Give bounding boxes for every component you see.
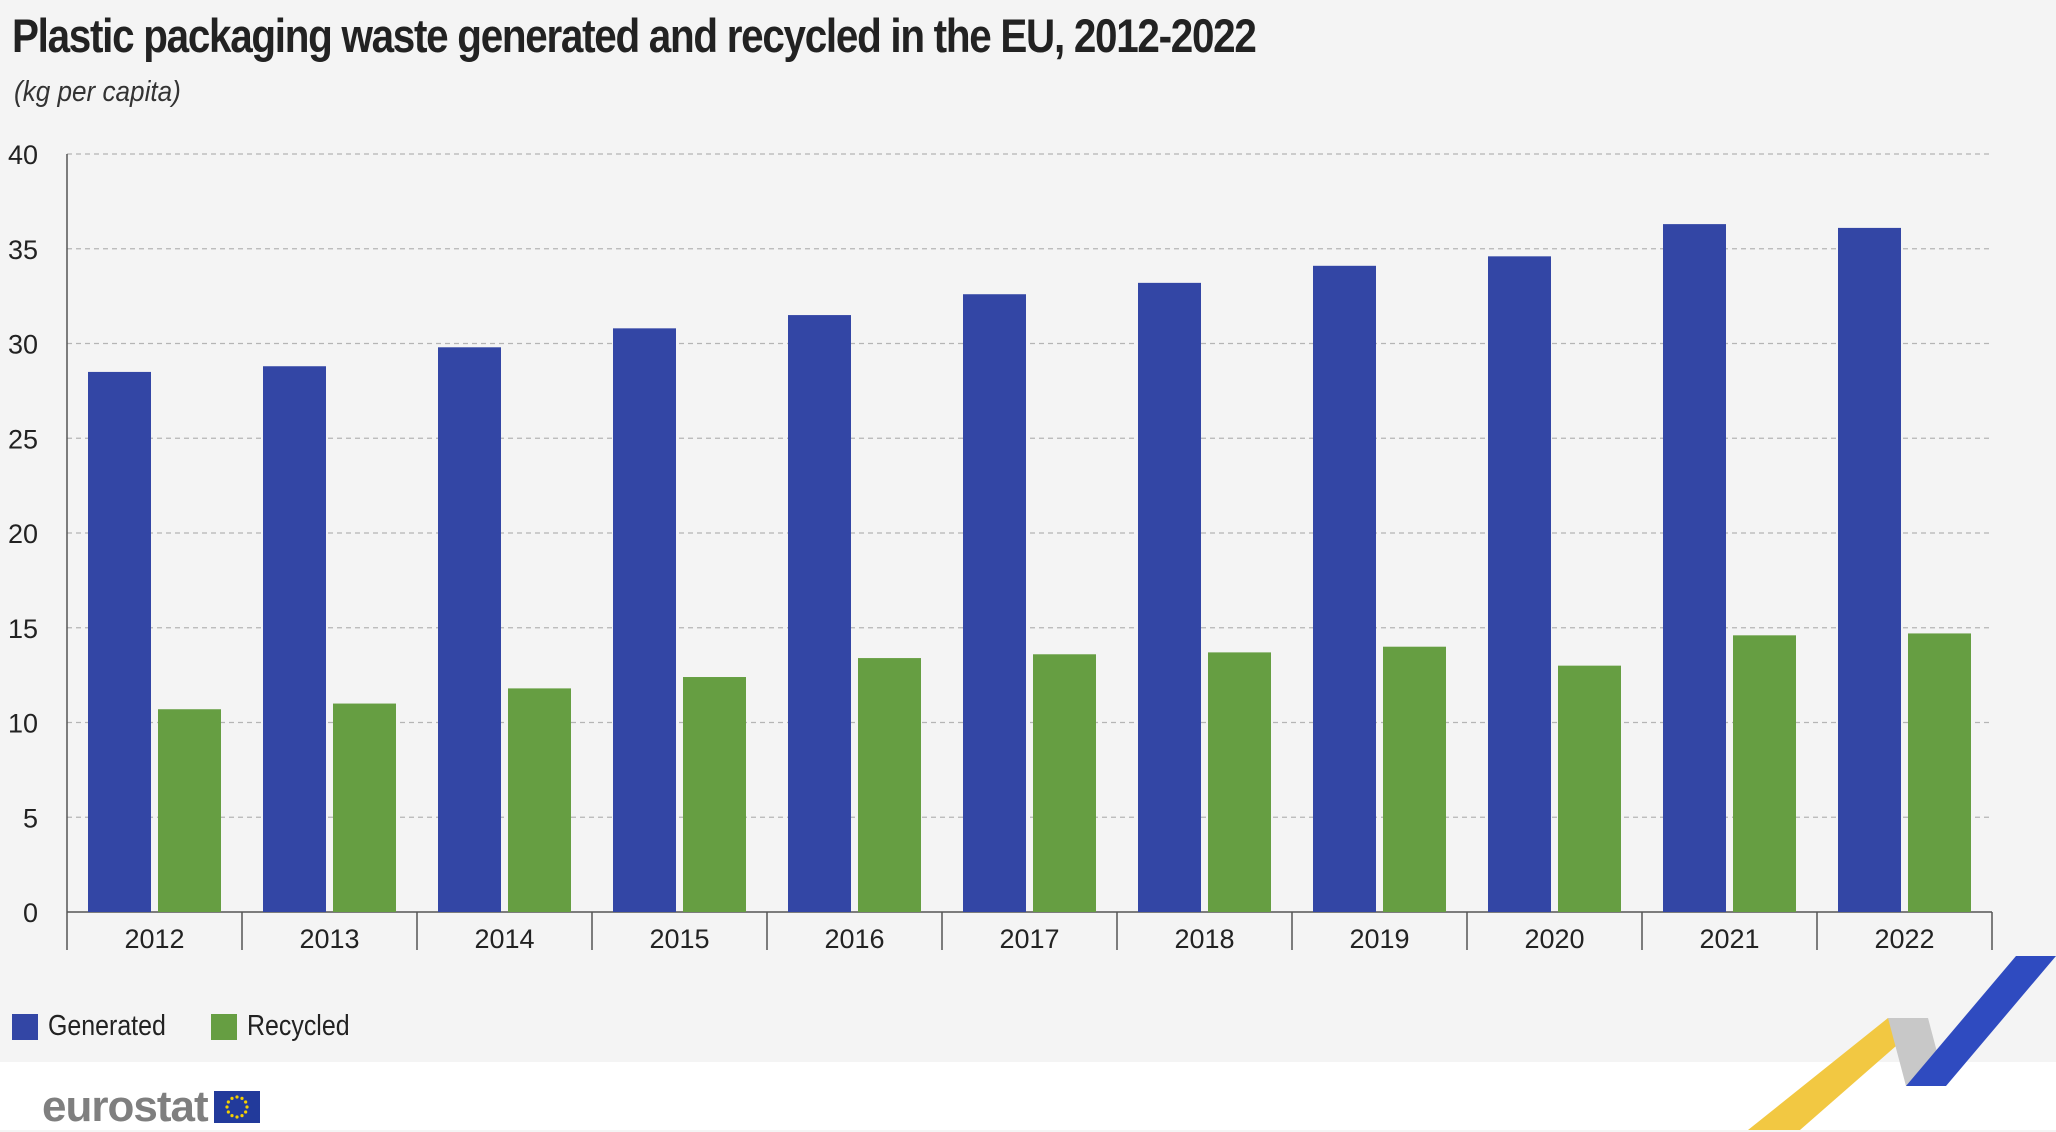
chart-subtitle: (kg per capita): [14, 76, 181, 108]
y-tick-label: 40: [8, 140, 38, 170]
eu-star-icon: [229, 1096, 234, 1100]
eu-star-icon: [244, 1105, 249, 1109]
bar-recycled-2022: [1908, 633, 1971, 912]
legend-swatch-generated: [12, 1013, 38, 1040]
x-tick-label: 2015: [649, 924, 709, 954]
bar-generated-2020: [1488, 256, 1551, 913]
eu-star-icon: [243, 1110, 247, 1114]
bar-generated-2013: [263, 366, 326, 912]
eu-star-icon: [239, 1114, 244, 1118]
bar-recycled-2019: [1383, 646, 1446, 912]
y-tick-label: 5: [23, 803, 38, 833]
eu-star-icon: [234, 1095, 239, 1099]
x-tick-label: 2020: [1524, 924, 1584, 954]
legend-label-generated: Generated: [48, 1010, 166, 1042]
bar-generated-2019: [1313, 265, 1376, 912]
x-tick-label: 2012: [124, 924, 184, 954]
bar-chart: 0 5 10 15 20 25 30 35 40 2012 2013 2014 2015 2016 2017…: [8, 140, 1993, 954]
y-tick-label: 35: [8, 235, 38, 265]
bar-recycled-2017: [1033, 654, 1096, 912]
legend-item-generated: Generated: [12, 1010, 185, 1043]
footer-bar: [0, 1062, 2056, 1130]
eu-star-icon: [239, 1096, 244, 1100]
legend-item-recycled: Recycled: [211, 1010, 366, 1043]
legend-label-recycled: Recycled: [247, 1010, 350, 1042]
eu-star-icon: [226, 1110, 230, 1114]
bar-recycled-2020: [1558, 665, 1621, 912]
bar-generated-2012: [88, 371, 151, 912]
x-tick-label: 2013: [299, 924, 359, 954]
bar-generated-2021: [1663, 224, 1726, 913]
eu-star-icon: [226, 1100, 230, 1104]
bar-recycled-2015: [683, 677, 746, 912]
eu-star-icon: [243, 1100, 247, 1104]
eu-star-icon: [234, 1115, 239, 1119]
bar-recycled-2013: [333, 703, 396, 912]
bar-generated-2018: [1138, 282, 1201, 912]
y-tick-label: 20: [8, 519, 38, 549]
x-tick-label: 2022: [1874, 924, 1934, 954]
bar-generated-2022: [1838, 227, 1901, 912]
y-tick-label: 30: [8, 330, 38, 360]
legend-swatch-recycled: [211, 1013, 238, 1040]
eu-star-icon: [229, 1114, 234, 1118]
eu-star-icon: [224, 1105, 229, 1109]
x-tick-label: 2016: [824, 924, 884, 954]
x-tick-label: 2018: [1174, 924, 1234, 954]
bar-recycled-2021: [1733, 635, 1796, 912]
bar-generated-2015: [613, 328, 676, 913]
bar-recycled-2016: [858, 658, 921, 912]
chart-title: Plastic packaging waste generated and re…: [12, 9, 1257, 62]
bar-recycled-2018: [1208, 652, 1271, 912]
bar-generated-2014: [438, 347, 501, 912]
bar-generated-2016: [788, 315, 851, 912]
bar-recycled-2014: [508, 688, 571, 912]
y-tick-label: 0: [23, 898, 38, 928]
x-tick-label: 2019: [1349, 924, 1409, 954]
y-tick-label: 15: [8, 614, 38, 644]
eurostat-logo: eurostat: [42, 1082, 260, 1132]
x-tick-label: 2014: [474, 924, 534, 954]
bar-recycled-2012: [158, 709, 221, 912]
legend: Generated Recycled: [12, 1010, 392, 1043]
y-tick-label: 10: [8, 709, 38, 739]
eu-stars-icon: [224, 1095, 249, 1119]
x-tick-label: 2017: [999, 924, 1059, 954]
bar-generated-2017: [963, 294, 1026, 913]
logo-text: eurostat: [42, 1082, 209, 1131]
eu-flag-icon: [213, 1091, 260, 1123]
y-tick-label: 25: [8, 424, 38, 454]
x-tick-label: 2021: [1699, 924, 1759, 954]
